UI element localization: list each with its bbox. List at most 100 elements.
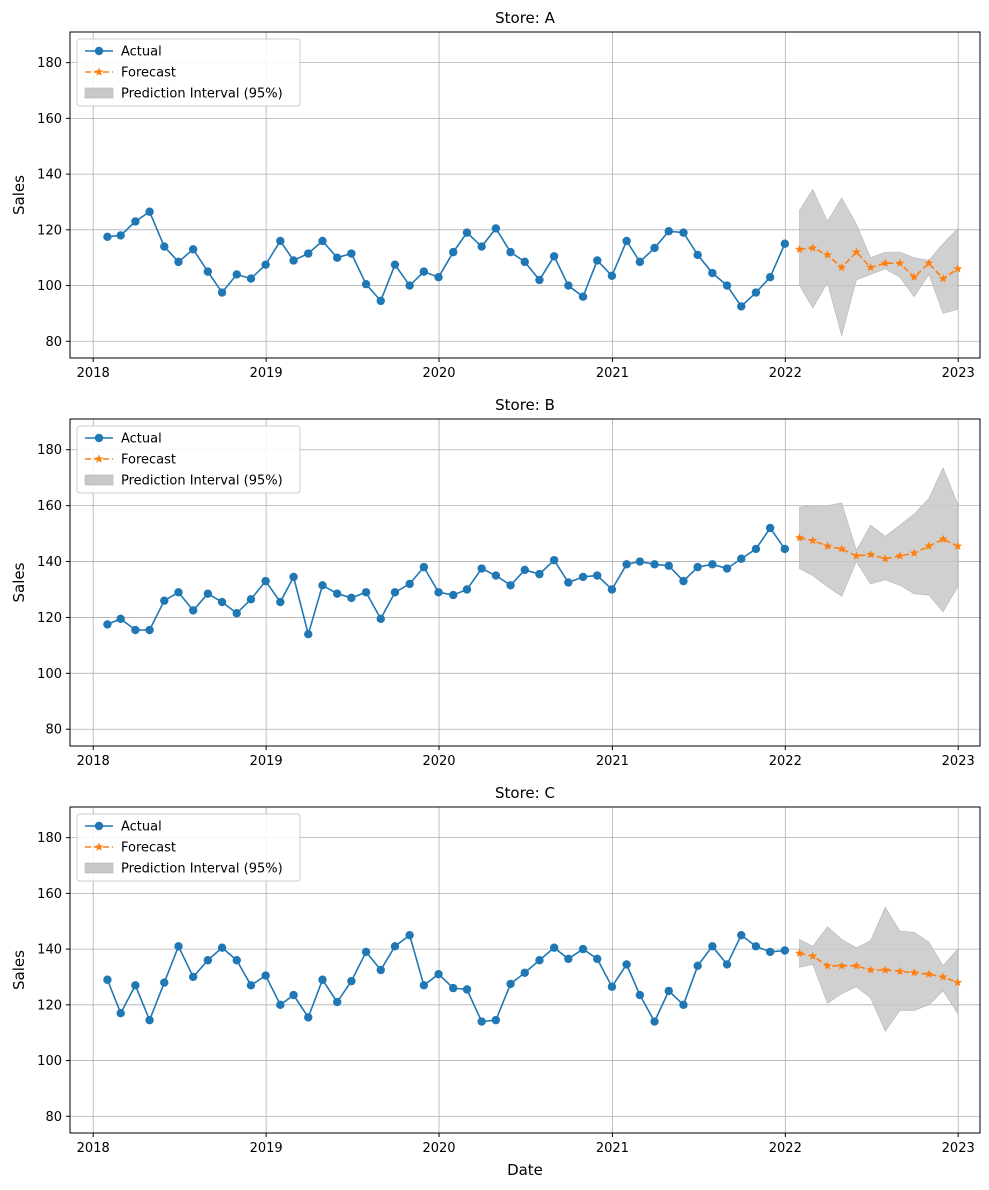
actual-point: [390, 260, 400, 269]
legend-label-interval: Prediction Interval (95%): [121, 87, 283, 102]
actual-point: [722, 564, 732, 573]
legend-actual-marker: [94, 46, 104, 56]
actual-point: [506, 247, 515, 257]
actual-point: [650, 560, 659, 569]
forecast-point: [909, 272, 919, 281]
actual-point: [376, 965, 385, 975]
actual-point: [535, 956, 544, 965]
forecast-point: [795, 533, 804, 542]
actual-point: [751, 288, 761, 297]
legend-box: [76, 425, 301, 494]
x-tick-label: 2023: [942, 754, 975, 769]
actual-point: [434, 272, 443, 282]
actual-point: [722, 281, 732, 290]
actual-point: [131, 981, 140, 990]
x-tick-label: 2019: [250, 366, 283, 381]
actual-point: [434, 588, 443, 597]
x-tick-label: 2023: [942, 1141, 975, 1156]
actual-point: [419, 562, 429, 572]
actual-point: [650, 1017, 659, 1026]
legend-box: [76, 813, 301, 882]
actual-point: [361, 947, 371, 957]
forecast-point: [953, 977, 963, 987]
x-tick-label: 2018: [77, 754, 110, 769]
actual-point: [217, 597, 227, 607]
y-axis-label: Sales: [10, 175, 28, 215]
actual-point: [491, 1015, 501, 1025]
forecast-point: [880, 965, 890, 974]
actual-point: [419, 267, 429, 276]
actual-point: [578, 572, 588, 582]
x-tick-label: 2020: [422, 366, 455, 381]
legend: Actual Forecast Prediction Interval (95%): [76, 38, 301, 107]
actual-point: [145, 1015, 154, 1025]
y-tick-label: 160: [37, 499, 62, 514]
forecast-point: [953, 541, 963, 550]
forecast-point: [837, 544, 847, 553]
legend-interval-swatch: [84, 474, 114, 486]
actual-point: [203, 956, 213, 965]
actual-point: [593, 571, 602, 580]
y-tick-label: 100: [37, 667, 62, 682]
forecast-point: [851, 247, 861, 256]
axes-frame: [69, 31, 981, 359]
actual-point: [361, 588, 371, 597]
x-tick-label: 2022: [769, 754, 802, 769]
actual-point: [217, 943, 227, 952]
forecast-point: [866, 965, 875, 974]
chart-panel-store-c: 2018 2019 2020 2021 2022 2023 80 100 120 140 160 18…: [10, 784, 981, 1179]
y-tick-label: 80: [45, 1110, 62, 1125]
x-tick-label: 2018: [77, 1141, 110, 1156]
actual-point: [549, 943, 559, 952]
x-tick-label: 2019: [250, 1141, 283, 1156]
actual-point: [462, 585, 472, 594]
actual-point: [564, 281, 573, 290]
y-tick-label: 140: [37, 168, 62, 183]
y-axis-label: Sales: [10, 950, 28, 990]
chart-title: Store: C: [495, 784, 555, 802]
actual-point: [679, 576, 688, 586]
forecast-point: [880, 554, 890, 563]
actual-point: [434, 969, 443, 979]
actual-point: [491, 571, 501, 580]
actual-point: [103, 620, 112, 629]
actual-point: [289, 256, 298, 265]
actual-point: [405, 930, 414, 940]
actual-point: [708, 560, 717, 569]
actual-point: [477, 1017, 486, 1026]
actual-point: [607, 982, 617, 991]
actual-point: [261, 260, 270, 269]
y-tick-label: 140: [37, 555, 62, 570]
actual-point: [593, 256, 602, 265]
forecast-point: [924, 541, 934, 550]
actual-point: [289, 572, 298, 582]
actual-point: [276, 236, 285, 246]
actual-point: [203, 267, 213, 276]
x-tick-label: 2020: [422, 754, 455, 769]
prediction-interval-band: [799, 188, 959, 337]
legend-interval-swatch: [84, 862, 114, 874]
actual-point: [664, 986, 673, 996]
actual-point: [160, 978, 169, 987]
x-axis-label: Date: [507, 1161, 543, 1179]
actual-point: [477, 564, 486, 573]
actual-point: [564, 578, 573, 587]
actual-point: [376, 296, 385, 306]
actual-point: [131, 217, 140, 226]
actual-point: [780, 239, 790, 248]
chart-panel-store-b: 2018 2019 2020 2021 2022 2023 80 100 120 140 160 18…: [10, 396, 981, 769]
actual-point: [232, 270, 241, 279]
actual-point: [188, 972, 198, 982]
forecast-point: [823, 541, 832, 550]
actual-point: [535, 275, 544, 285]
x-tick-label: 2018: [77, 366, 110, 381]
x-tick-label: 2023: [942, 366, 975, 381]
actual-point: [361, 279, 371, 289]
actual-point: [145, 207, 154, 216]
forecast-point: [938, 273, 948, 283]
actual-point: [520, 257, 529, 267]
actual-point: [246, 595, 256, 604]
axes-frame: [69, 806, 981, 1134]
forecast-point: [924, 258, 934, 267]
